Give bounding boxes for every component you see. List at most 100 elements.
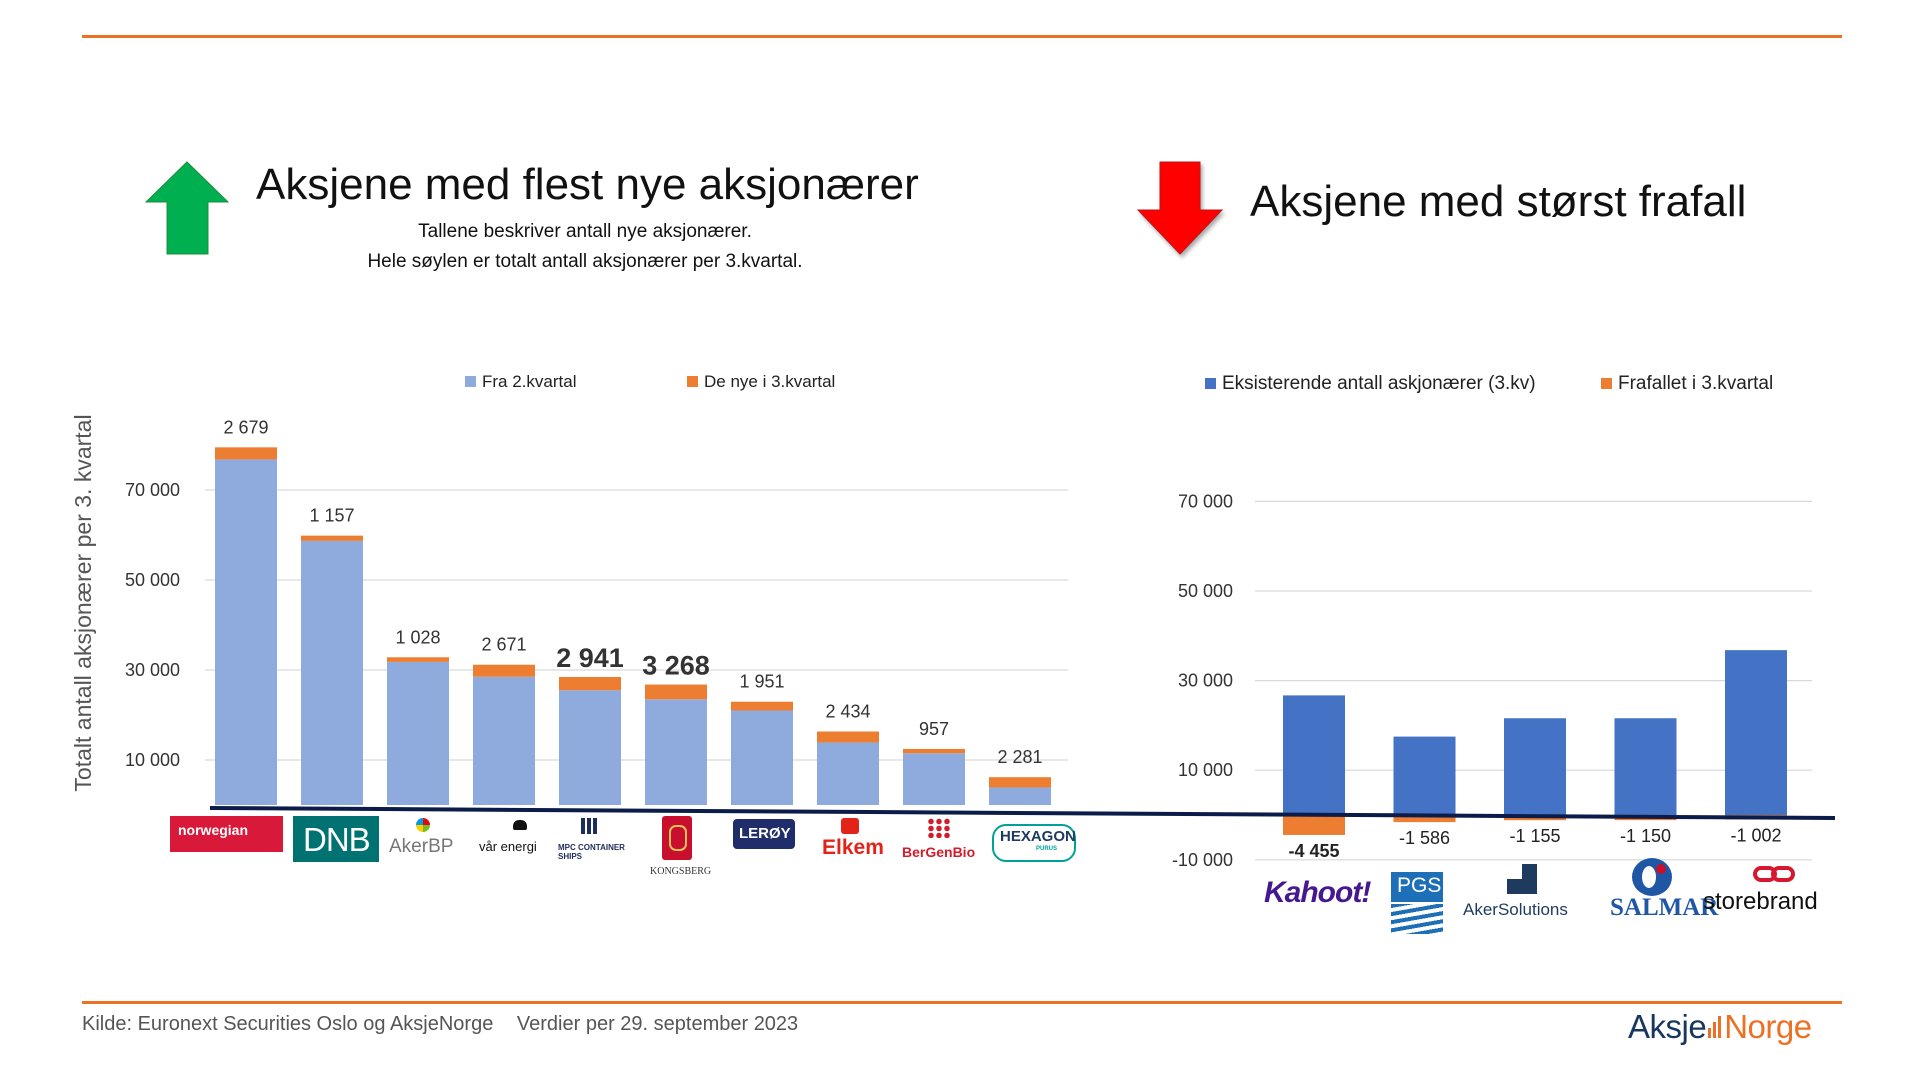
- logo-norwegian: norwegian: [170, 816, 283, 852]
- logo-bergenbio-text: BerGenBio: [902, 844, 976, 860]
- logo-leroy: LERØY: [733, 819, 795, 849]
- left-title: Aksjene med flest nye aksjonærer: [256, 160, 919, 209]
- logo-salmar: SALMAR: [1608, 858, 1718, 924]
- left-subtitle-1: Tallene beskriver antall nye aksjonærer.: [418, 221, 752, 242]
- salmar-fish-eye-icon: [1656, 864, 1666, 874]
- left-bar-base: [387, 661, 449, 805]
- logo-pgs-text: PGS: [1397, 874, 1442, 897]
- kongsberg-crest-icon: [662, 816, 692, 860]
- footer-source: Kilde: Euronext Securities Oslo og Aksje…: [82, 1013, 798, 1036]
- right-bar-existing: [1614, 718, 1677, 815]
- left-y-axis-label: Totalt antall aksjonærer per 3. kvartal: [70, 414, 96, 791]
- left-data-label: 2 941: [556, 643, 624, 673]
- logo-kahoot: Kahoot!: [1264, 876, 1374, 916]
- logo-leroy-text: LERØY: [739, 825, 791, 842]
- baseline-line: [209, 806, 1836, 820]
- bergenbio-dots-icon: [927, 818, 951, 838]
- left-bar-base: [989, 787, 1051, 805]
- right-legend-label: Frafallet i 3.kvartal: [1618, 373, 1773, 394]
- logo-norwegian-text: norwegian: [178, 822, 249, 838]
- logo-dnb-text: DNB: [303, 821, 371, 858]
- akersolutions-square-inner-icon: [1507, 864, 1522, 879]
- elkem-mark-icon: [841, 818, 859, 834]
- right-data-label: -1 586: [1399, 828, 1450, 848]
- right-bar-existing: [1504, 718, 1566, 815]
- salmar-fish-icon: [1632, 858, 1672, 896]
- akersolutions-square-icon: [1507, 864, 1537, 894]
- left-bar-new: [301, 535, 363, 541]
- left-data-label: 1 028: [395, 627, 440, 647]
- top-rule: [82, 35, 1842, 38]
- right-bar-existing: [1283, 695, 1345, 815]
- brand-logo: Aksje Norge: [1628, 1008, 1812, 1046]
- left-bar-new: [817, 731, 879, 743]
- logo-bergenbio: BerGenBio: [901, 818, 979, 864]
- left-y-tick-label: 10 000: [125, 750, 180, 770]
- left-bar-base: [473, 676, 535, 805]
- logo-pgs: PGS: [1391, 872, 1445, 936]
- right-y-tick-label: -10 000: [1172, 850, 1233, 870]
- right-chart: -10 000 10 000 30 000 50 000 70 000 -4 455 -1 …: [1172, 373, 1812, 870]
- left-subtitle-2: Hele søylen er totalt antall aksjonærer …: [367, 251, 803, 272]
- right-legend-swatch: [1601, 378, 1612, 389]
- logo-storebrand-text: storebrand: [1703, 888, 1818, 915]
- right-bar-lost: [1283, 815, 1345, 835]
- pgs-waves-icon: [1391, 904, 1443, 934]
- right-data-label: -1 155: [1509, 826, 1560, 846]
- right-bar-existing: [1393, 736, 1456, 815]
- footer-source-text: Kilde: Euronext Securities Oslo og Aksje…: [82, 1013, 494, 1035]
- logo-mpc-text: MPC CONTAINER SHIPS: [558, 843, 625, 861]
- salmar-fish-inner-icon: [1642, 866, 1656, 888]
- right-y-tick-label: 70 000: [1178, 491, 1233, 511]
- left-data-label: 2 671: [481, 635, 526, 655]
- mpc-grid-icon: [581, 818, 597, 834]
- logo-dnb: DNB: [293, 816, 379, 862]
- logo-kahoot-text: Kahoot!: [1264, 876, 1371, 909]
- logo-akerbp: AkerBP: [389, 818, 467, 862]
- logo-hexagon: HEXAGON PURUS: [990, 822, 1076, 862]
- left-bar-base: [215, 459, 277, 805]
- right-data-label: -4 455: [1288, 841, 1339, 861]
- right-bar-lost: [1393, 815, 1456, 823]
- logo-var-energi: vår energi: [477, 820, 557, 860]
- left-legend-swatch: [465, 376, 476, 387]
- left-y-tick-label: 50 000: [125, 570, 180, 590]
- left-bar-base: [559, 690, 621, 805]
- logo-storebrand: storebrand: [1703, 866, 1843, 920]
- right-legend-swatch: [1205, 378, 1216, 389]
- logo-kongsberg: KONGSBERG: [650, 816, 714, 878]
- storebrand-chain-right-icon: [1771, 866, 1795, 882]
- right-bar-existing: [1725, 650, 1787, 815]
- footer-date-text: Verdier per 29. september 2023: [516, 1013, 799, 1035]
- arrow-down-icon: [1136, 161, 1224, 255]
- brand-bars-icon: [1708, 1016, 1722, 1038]
- left-bar-new: [473, 664, 535, 677]
- logo-hexagon-text: HEXAGON: [1000, 828, 1076, 845]
- left-data-label: 2 434: [825, 701, 870, 721]
- right-y-tick-label: 10 000: [1178, 760, 1233, 780]
- akerbp-flower-icon: [416, 818, 430, 832]
- left-data-label: 3 268: [642, 651, 710, 681]
- right-y-tick-label: 50 000: [1178, 581, 1233, 601]
- right-data-label: -1 150: [1620, 826, 1671, 846]
- left-data-label: 2 679: [223, 417, 268, 437]
- left-bar-new: [559, 677, 621, 691]
- left-data-label: 2 281: [997, 747, 1042, 767]
- logo-elkem: Elkem: [819, 818, 889, 864]
- pgs-box-icon: [1391, 872, 1443, 902]
- logo-akersolutions: AkerSolutions: [1463, 864, 1581, 920]
- logo-kongsberg-text: KONGSBERG: [650, 866, 712, 877]
- left-data-label: 1 951: [739, 672, 784, 692]
- right-y-tick-label: 30 000: [1178, 671, 1233, 691]
- right-title: Aksjene med størst frafall: [1250, 177, 1747, 226]
- left-bar-base: [731, 710, 793, 805]
- logo-salmar-text: SALMAR: [1610, 894, 1719, 921]
- kongsberg-crest-mark-icon: [669, 825, 687, 851]
- left-bar-base: [301, 540, 363, 805]
- left-bar-new: [989, 777, 1051, 788]
- logo-var-energi-text: vår energi: [479, 839, 537, 854]
- left-y-tick-label: 70 000: [125, 480, 180, 500]
- logo-elkem-text: Elkem: [822, 836, 884, 859]
- logo-hexagon-sub: PURUS: [1036, 846, 1058, 852]
